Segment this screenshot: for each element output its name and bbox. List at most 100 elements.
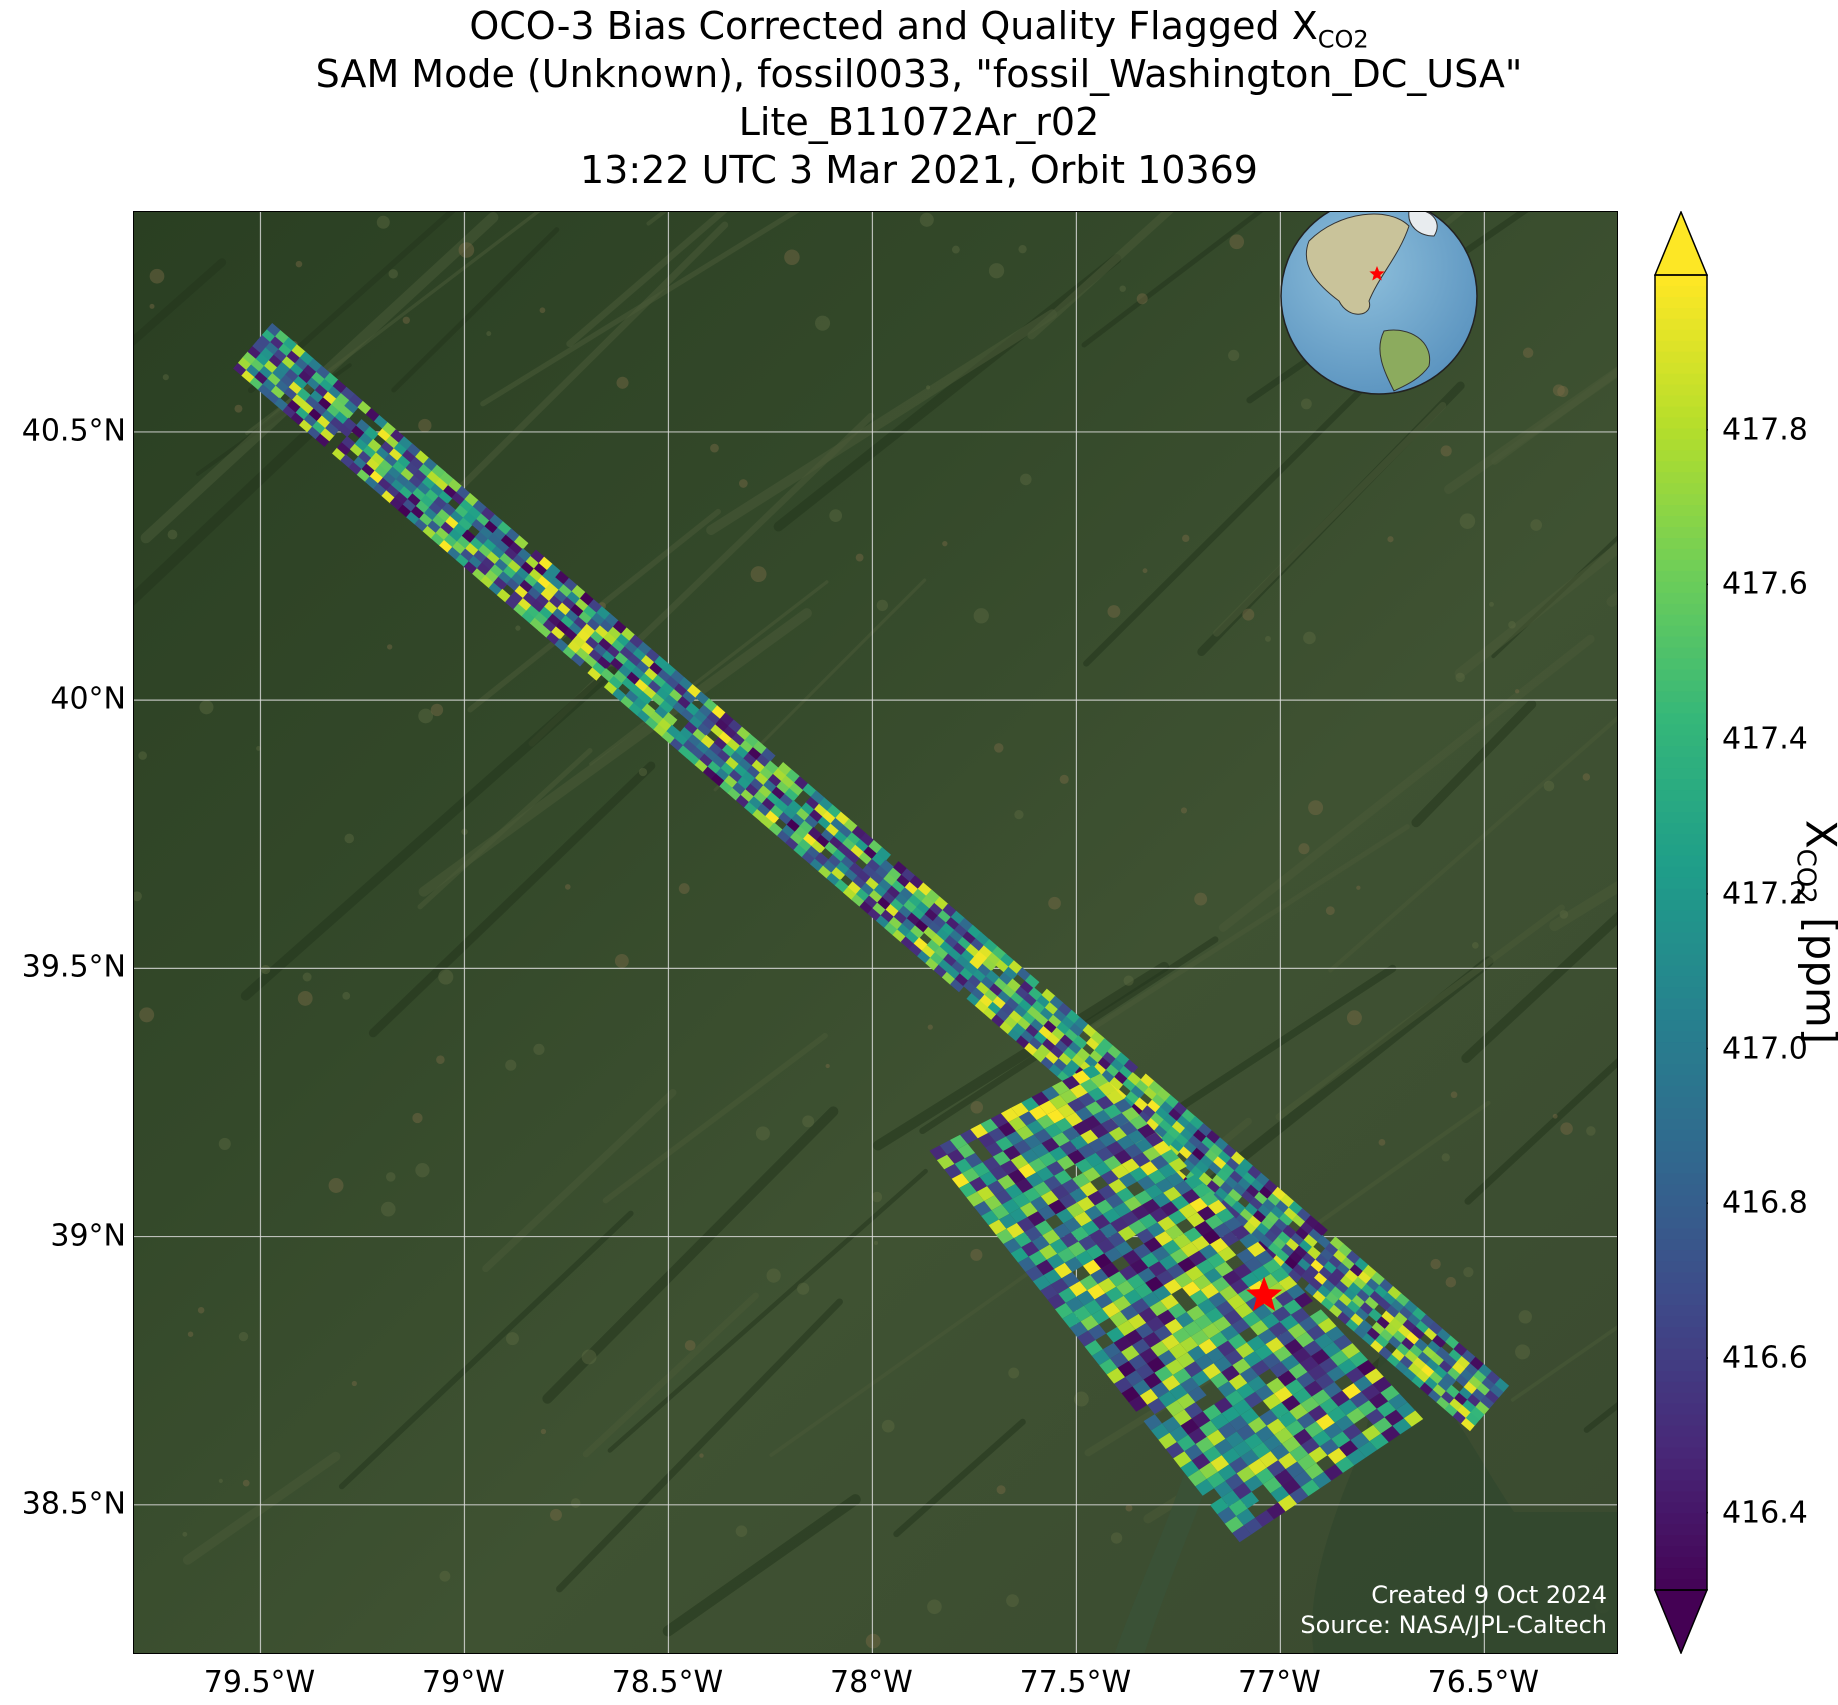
sounding-cell	[1116, 1280, 1135, 1296]
sounding-cell	[1213, 1356, 1233, 1373]
sounding-cell	[1287, 1268, 1303, 1283]
x-tick-label: 78.5°W	[611, 1665, 724, 1700]
sounding-cell	[344, 399, 359, 414]
sounding-cell	[1218, 1422, 1237, 1439]
sounding-cell	[1217, 1464, 1237, 1481]
sounding-cell	[1263, 1434, 1282, 1452]
sounding-cell	[1247, 1375, 1267, 1392]
colorbar-segment	[1655, 1217, 1707, 1230]
sounding-cell	[1048, 1199, 1067, 1215]
sounding-cell	[1070, 1135, 1088, 1150]
sounding-cell	[1084, 1340, 1103, 1356]
farmland-patch	[581, 1349, 597, 1365]
ridge-line	[542, 1106, 839, 1404]
sounding-cell	[1184, 1402, 1203, 1419]
sounding-cell	[1292, 1347, 1311, 1364]
sounding-cell	[1047, 1293, 1066, 1310]
colorbar-segment	[1655, 1370, 1707, 1383]
ridge-line	[134, 398, 345, 606]
sounding-cell	[1266, 1460, 1286, 1477]
sounding-cell	[1184, 1174, 1203, 1190]
sounding-cell	[1027, 1211, 1046, 1227]
sounding-cell	[1165, 1224, 1184, 1240]
sounding-cell	[1191, 1453, 1211, 1470]
colorbar-segment	[1655, 1392, 1707, 1405]
colorbar-segment	[1655, 494, 1707, 507]
sounding-cell	[1080, 1129, 1099, 1144]
farmland-patch	[1356, 885, 1361, 890]
sounding-cell	[1168, 1303, 1187, 1319]
sounding-cell	[1131, 1298, 1150, 1314]
sounding-cell	[1097, 1184, 1117, 1200]
map-gridlines	[134, 212, 1617, 1653]
ridge-line	[248, 212, 456, 394]
farmland-patch	[678, 883, 690, 895]
sounding-cell	[1166, 1172, 1185, 1187]
sounding-cell	[1216, 1300, 1235, 1317]
sounding-cell	[338, 423, 353, 438]
sounding-cell	[939, 1140, 958, 1155]
sounding-cell	[1255, 1510, 1274, 1527]
sounding-cell	[1342, 1383, 1362, 1400]
sounding-cell	[1172, 1327, 1191, 1344]
ridge-line	[589, 580, 829, 766]
colorbar-segment	[1655, 921, 1707, 934]
colorbar-segment	[1655, 1359, 1707, 1372]
sounding-cell	[1055, 1302, 1074, 1319]
colorbar-segment	[1655, 1568, 1707, 1581]
sounding-cell	[1046, 1109, 1065, 1124]
sounding-cell	[1018, 1111, 1037, 1126]
sounding-cell	[1205, 1214, 1224, 1230]
sounding-cell	[1192, 1274, 1212, 1290]
sounding-cell	[1330, 1350, 1349, 1367]
farmland-patch	[1107, 605, 1121, 618]
sounding-cell	[1346, 1448, 1366, 1466]
sounding-cell	[1139, 1213, 1158, 1229]
sounding-cell	[1337, 1358, 1357, 1375]
sounding-cell	[1031, 1091, 1050, 1106]
sounding-cell	[293, 375, 308, 390]
sounding-cell	[1274, 1427, 1294, 1444]
sounding-cell	[1093, 1253, 1112, 1269]
sounding-cell	[1225, 1473, 1245, 1491]
sounding-cell	[1103, 1155, 1122, 1171]
farmland-patch	[328, 1178, 344, 1193]
farmland-patch	[1228, 349, 1240, 362]
sounding-cell	[1212, 1316, 1232, 1332]
farmland-patch	[784, 249, 800, 266]
sounding-cell	[1082, 1167, 1101, 1182]
sounding-cell	[981, 1210, 999, 1226]
sounding-cell	[1099, 1358, 1118, 1375]
sounding-cell	[1116, 1187, 1135, 1203]
sounding-cell	[1091, 1308, 1110, 1325]
colorbar-label: XCO2 [ppm]	[1790, 820, 1838, 1045]
farmland-patch	[533, 1043, 545, 1056]
sounding-cell	[1113, 1098, 1133, 1113]
colorbar-segment	[1655, 1239, 1707, 1252]
sounding-cell	[1039, 1100, 1058, 1115]
farmland-patch	[1530, 519, 1543, 531]
sounding-cell	[1314, 1333, 1334, 1349]
sounding-cell	[1183, 1227, 1203, 1243]
sounding-cell	[1244, 1257, 1263, 1273]
colorbar-segment	[1655, 472, 1707, 485]
sounding-cell	[1139, 1161, 1159, 1176]
sounding-cell	[1000, 1160, 1019, 1175]
sounding-cell	[1176, 1352, 1195, 1369]
sounding-cell	[1028, 1250, 1047, 1266]
sounding-cell	[1052, 1223, 1071, 1239]
sounding-cell	[1148, 1261, 1167, 1277]
sounding-cell	[1129, 1115, 1148, 1130]
colorbar-tick-label: 417.0	[1722, 1031, 1808, 1067]
sounding-cell	[1270, 1485, 1290, 1503]
colorbar-segment	[1655, 1261, 1707, 1274]
sounding-cell	[1358, 1441, 1378, 1458]
sounding-cell	[1021, 1097, 1040, 1112]
sounding-cell	[1325, 1326, 1345, 1342]
sounding-cell	[1199, 1420, 1218, 1437]
colorbar-segment	[1655, 1447, 1707, 1460]
farmland-patch	[342, 991, 351, 1000]
sounding-cell	[1044, 1123, 1063, 1138]
ridge-line	[872, 961, 1170, 1151]
farmland-patch	[1508, 621, 1516, 629]
